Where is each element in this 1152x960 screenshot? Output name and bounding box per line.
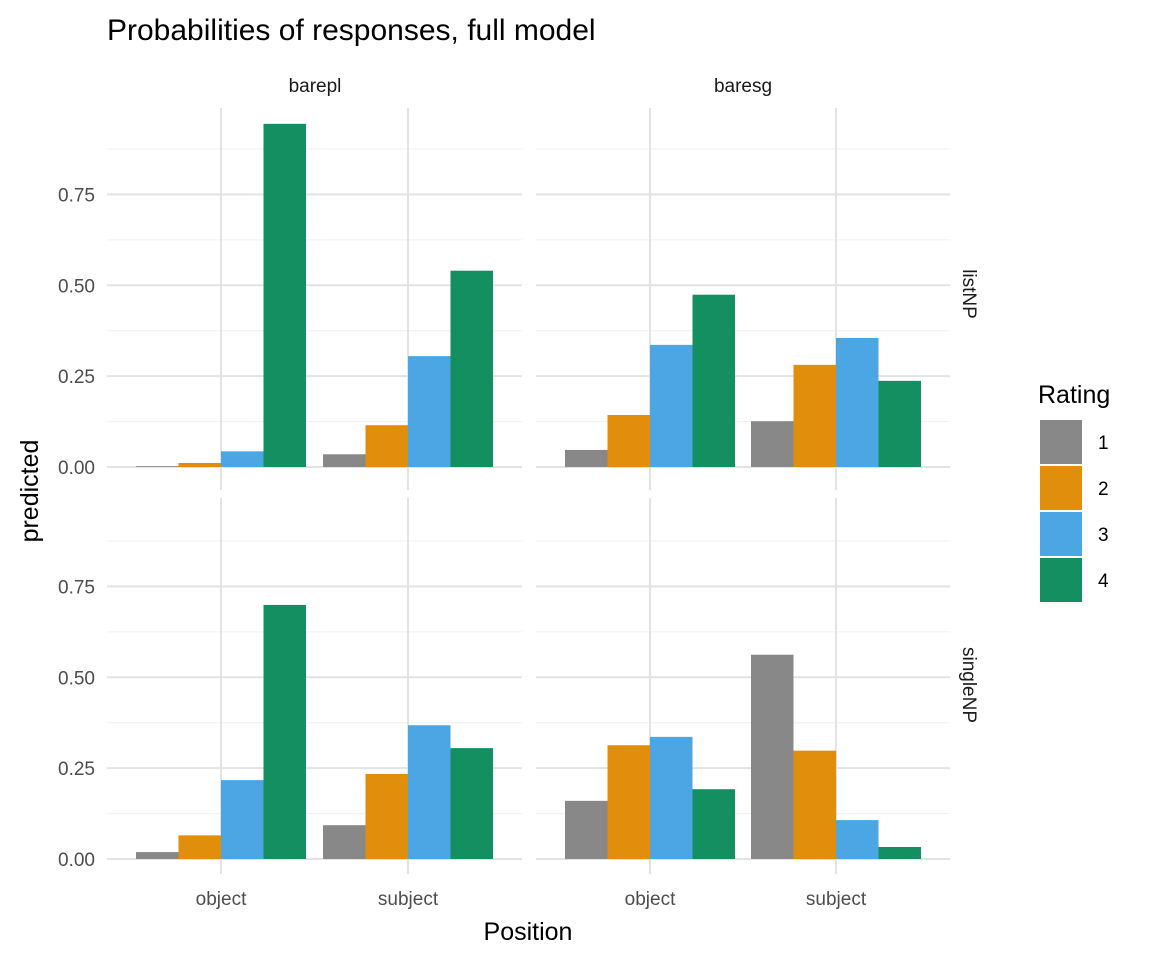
bar-singlenp-barepl-object-rating-4 — [263, 604, 306, 859]
legend-swatch-2 — [1040, 466, 1082, 510]
legend-title: Rating — [1038, 381, 1110, 409]
x-tick-label: object — [625, 889, 676, 910]
bar-singlenp-baresg-object-rating-3 — [650, 736, 693, 859]
y-axis-ticks: 0.00 0.25 0.50 0.75 0.00 0.25 0.50 0.75 — [58, 185, 95, 871]
y-tick-label: 0.75 — [58, 577, 95, 598]
bar-listnp-barepl-subject-rating-3 — [408, 356, 451, 467]
legend-label-4: 4 — [1098, 571, 1109, 592]
bar-singlenp-baresg-subject-rating-3 — [836, 820, 879, 859]
facet-strip-listNP: listNP — [958, 269, 979, 319]
panel-listnp-baresg — [536, 108, 950, 490]
legend: Rating 1 2 3 4 — [1038, 381, 1110, 602]
panel-singlenp-barepl — [107, 498, 522, 874]
legend-swatch-4 — [1040, 558, 1082, 602]
x-tick-label: subject — [806, 889, 867, 910]
bar-singlenp-barepl-object-rating-3 — [221, 780, 264, 859]
plot-panels — [107, 108, 950, 874]
facet-strip-singleNP: singleNP — [958, 647, 979, 723]
bar-listnp-barepl-subject-rating-4 — [450, 270, 493, 467]
bar-singlenp-barepl-subject-rating-2 — [365, 773, 408, 859]
bar-listnp-baresg-object-rating-1 — [565, 449, 608, 467]
facet-strip-baresg: baresg — [714, 76, 772, 97]
legend-swatch-1 — [1040, 420, 1082, 464]
bar-singlenp-barepl-subject-rating-1 — [323, 825, 366, 859]
bar-singlenp-baresg-object-rating-1 — [565, 800, 608, 859]
bar-listnp-barepl-object-rating-4 — [263, 123, 306, 467]
y-tick-label: 0.50 — [58, 276, 95, 297]
bar-listnp-barepl-subject-rating-2 — [365, 425, 408, 467]
x-tick-label: subject — [378, 889, 439, 910]
bar-singlenp-barepl-subject-rating-4 — [450, 748, 493, 859]
x-axis-title: Position — [484, 918, 573, 946]
y-tick-label: 0.00 — [58, 458, 95, 479]
facet-strip-barepl: barepl — [289, 76, 342, 97]
bar-listnp-baresg-subject-rating-4 — [878, 380, 921, 467]
bar-listnp-baresg-subject-rating-1 — [751, 421, 794, 467]
x-axis-ticks: object subject object subject — [196, 889, 867, 910]
bar-listnp-barepl-object-rating-2 — [178, 463, 221, 467]
legend-swatch-3 — [1040, 512, 1082, 556]
y-tick-label: 0.00 — [58, 850, 95, 871]
bar-singlenp-baresg-subject-rating-2 — [793, 750, 836, 859]
bar-listnp-barepl-object-rating-1 — [136, 466, 179, 467]
bar-singlenp-barepl-object-rating-1 — [136, 852, 179, 859]
y-tick-label: 0.75 — [58, 185, 95, 206]
x-tick-label: object — [196, 889, 247, 910]
bar-listnp-baresg-object-rating-2 — [607, 415, 650, 467]
legend-label-2: 2 — [1098, 479, 1109, 500]
bar-singlenp-barepl-subject-rating-3 — [408, 725, 451, 859]
bar-listnp-barepl-object-rating-3 — [221, 451, 264, 467]
bar-listnp-baresg-object-rating-3 — [650, 344, 693, 467]
y-tick-label: 0.25 — [58, 759, 95, 780]
legend-label-1: 1 — [1098, 433, 1109, 454]
y-axis-title: predicted — [16, 440, 44, 543]
legend-label-3: 3 — [1098, 525, 1109, 546]
bar-listnp-baresg-object-rating-4 — [692, 294, 735, 467]
bar-singlenp-barepl-object-rating-2 — [178, 835, 221, 859]
panel-singlenp-baresg — [536, 498, 950, 874]
bar-singlenp-baresg-object-rating-2 — [607, 745, 650, 859]
y-tick-label: 0.50 — [58, 668, 95, 689]
bar-listnp-baresg-subject-rating-3 — [836, 337, 879, 467]
bar-listnp-barepl-subject-rating-1 — [323, 454, 366, 467]
panel-listnp-barepl — [107, 108, 522, 490]
chart-title: Probabilities of responses, full model — [107, 14, 596, 47]
bar-listnp-baresg-subject-rating-2 — [793, 364, 836, 467]
bar-singlenp-baresg-subject-rating-1 — [751, 654, 794, 859]
bar-singlenp-baresg-subject-rating-4 — [878, 847, 921, 859]
y-tick-label: 0.25 — [58, 367, 95, 388]
bar-singlenp-baresg-object-rating-4 — [692, 789, 735, 859]
